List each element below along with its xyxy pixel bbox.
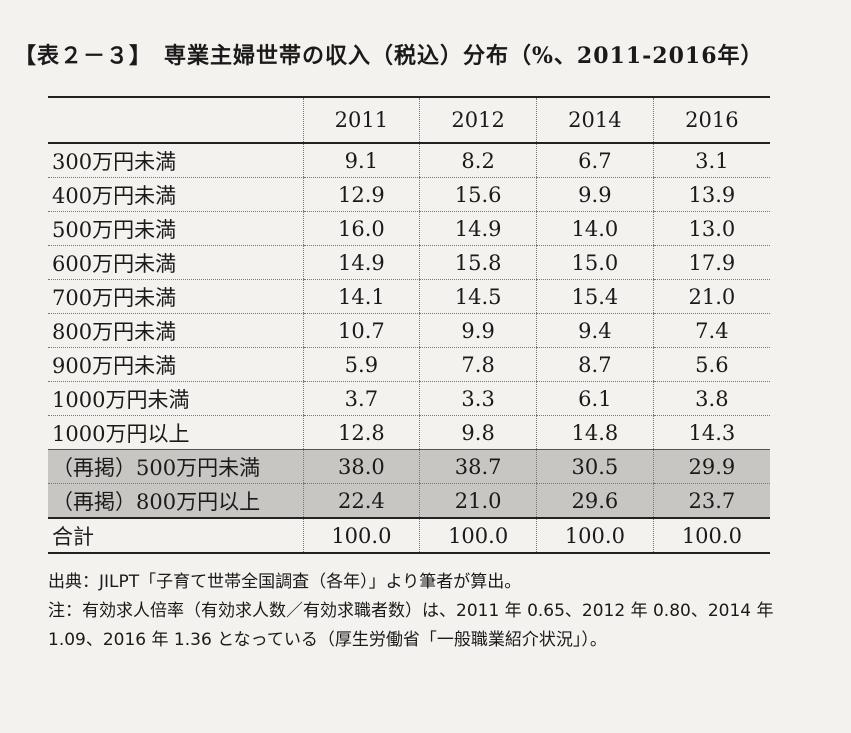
table-row: （再掲）500万円未満 38.0 38.7 30.5 29.9	[48, 449, 770, 484]
table-cell: 21.0	[419, 483, 537, 519]
table-row: 1000万円以上 12.8 9.8 14.8 14.3	[48, 415, 770, 450]
column-header-year: 2012	[419, 96, 537, 144]
table-cell: 9.1	[302, 143, 420, 178]
table-cell: 29.9	[652, 449, 770, 484]
table-cell: 29.6	[536, 483, 654, 519]
table-cell: 21.0	[652, 279, 770, 314]
table-cell: 12.9	[302, 177, 420, 212]
table-cell: 14.0	[536, 211, 654, 246]
table-cell: 8.2	[419, 143, 537, 178]
table-cell: 3.3	[419, 381, 537, 416]
table-row: 700万円未満 14.1 14.5 15.4 21.0	[48, 279, 770, 314]
row-label: 600万円未満	[48, 245, 303, 280]
table-cell: 9.4	[536, 313, 654, 348]
table-cell: 7.4	[652, 313, 770, 348]
table-row: 400万円未満 12.9 15.6 9.9 13.9	[48, 177, 770, 212]
row-label: （再掲）800万円以上	[48, 483, 303, 519]
table-cell: 6.1	[536, 381, 654, 416]
table-row: （再掲）800万円以上 22.4 21.0 29.6 23.7	[48, 483, 770, 519]
row-label: 合計	[48, 517, 303, 554]
table-cell: 38.7	[419, 449, 537, 484]
header-corner	[48, 96, 303, 144]
table-row: 300万円未満 9.1 8.2 6.7 3.1	[48, 143, 770, 178]
table-row: 500万円未満 16.0 14.9 14.0 13.0	[48, 211, 770, 246]
header-row: 2011 2012 2014 2016	[48, 96, 770, 144]
row-label: （再掲）500万円未満	[48, 449, 303, 484]
table-cell: 7.8	[419, 347, 537, 382]
table-cell: 15.4	[536, 279, 654, 314]
source-note: 出典：JILPT「子育て世帯全国調査（各年）」より筆者が算出。	[48, 572, 522, 592]
table-cell: 13.0	[652, 211, 770, 246]
row-label: 300万円未満	[48, 143, 303, 178]
row-label: 700万円未満	[48, 279, 303, 314]
table-cell: 14.1	[302, 279, 420, 314]
column-header-year: 2011	[302, 96, 420, 144]
table-cell: 14.9	[419, 211, 537, 246]
table-cell: 3.1	[652, 143, 770, 178]
table-cell: 100.0	[652, 517, 770, 554]
table-cell: 15.0	[536, 245, 654, 280]
table-cell: 16.0	[302, 211, 420, 246]
table-cell: 100.0	[536, 517, 654, 554]
table-cell: 14.5	[419, 279, 537, 314]
table-cell: 14.9	[302, 245, 420, 280]
table-cell: 15.8	[419, 245, 537, 280]
table-cell: 5.9	[302, 347, 420, 382]
table-cell: 38.0	[302, 449, 420, 484]
table-cell: 9.9	[419, 313, 537, 348]
table-cell: 100.0	[419, 517, 537, 554]
table-row: 合計 100.0 100.0 100.0 100.0	[48, 517, 770, 554]
table-cell: 6.7	[536, 143, 654, 178]
table-cell: 8.7	[536, 347, 654, 382]
table-cell: 9.9	[536, 177, 654, 212]
table-cell: 14.3	[652, 415, 770, 450]
row-label: 800万円未満	[48, 313, 303, 348]
table-row: 1000万円未満 3.7 3.3 6.1 3.8	[48, 381, 770, 416]
row-label: 1000万円未満	[48, 381, 303, 416]
table-cell: 12.8	[302, 415, 420, 450]
table-cell: 10.7	[302, 313, 420, 348]
table-cell: 13.9	[652, 177, 770, 212]
footnote: 注：有効求人倍率（有効求人数／有効求職者数）は、2011 年 0.65、2012…	[48, 601, 774, 650]
row-label: 400万円未満	[48, 177, 303, 212]
table-row: 800万円未満 10.7 9.9 9.4 7.4	[48, 313, 770, 348]
table-cell: 15.6	[419, 177, 537, 212]
table-cell: 5.6	[652, 347, 770, 382]
row-label: 1000万円以上	[48, 415, 303, 450]
table-cell: 3.8	[652, 381, 770, 416]
notes: 出典：JILPT「子育て世帯全国調査（各年）」より筆者が算出。 注：有効求人倍率…	[48, 568, 828, 655]
row-label: 900万円未満	[48, 347, 303, 382]
column-header-year: 2014	[536, 96, 654, 144]
table-cell: 9.8	[419, 415, 537, 450]
column-header-year: 2016	[652, 96, 770, 144]
table-cell: 100.0	[302, 517, 420, 554]
table-title: 【表２－３】 専業主婦世帯の収入（税込）分布（%、2011-2016年）	[14, 43, 764, 69]
table-cell: 14.8	[536, 415, 654, 450]
row-label: 500万円未満	[48, 211, 303, 246]
table-cell: 23.7	[652, 483, 770, 519]
table-cell: 17.9	[652, 245, 770, 280]
table-cell: 22.4	[302, 483, 420, 519]
table-cell: 3.7	[302, 381, 420, 416]
table-row: 900万円未満 5.9 7.8 8.7 5.6	[48, 347, 770, 382]
table-row: 600万円未満 14.9 15.8 15.0 17.9	[48, 245, 770, 280]
income-distribution-table: 2011 2012 2014 2016 300万円未満 9.1 8.2 6.7 3.1 400万円…	[48, 96, 770, 554]
table-cell: 30.5	[536, 449, 654, 484]
